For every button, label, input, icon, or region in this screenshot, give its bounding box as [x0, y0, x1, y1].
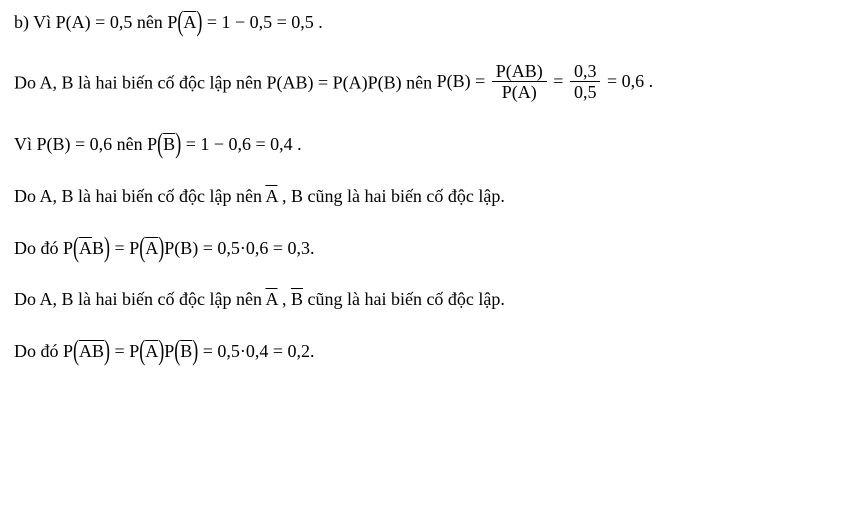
lparen-icon: ( — [174, 334, 180, 369]
line-pb-complement: Vì P(B) = 0,6 nên P(B) = 1 − 0,6 = 0,4 . — [14, 134, 829, 156]
rparen-icon: ) — [196, 5, 202, 40]
b-bar: B — [291, 289, 303, 309]
lparen-icon: ( — [73, 230, 79, 265]
line-pb-derivation: Do A, B là hai biến cố độc lập nên P(AB)… — [14, 64, 829, 105]
lparen-icon: ( — [177, 5, 183, 40]
eq: = — [110, 238, 129, 258]
text: Do A, B là hai biến cố độc lập nên — [14, 289, 265, 309]
a-bar: A — [145, 341, 158, 361]
rparen-icon: ) — [158, 334, 164, 369]
a-bar: A — [183, 12, 196, 32]
line-b-pa-complement: b) Vì P(A) = 0,5 nên P(A) = 1 − 0,5 = 0,… — [14, 12, 829, 34]
p-symbol: P — [63, 238, 73, 258]
eq: = — [471, 71, 490, 91]
b-bar: B — [180, 341, 192, 361]
a-bar: A — [79, 341, 92, 361]
text: = 0,5·0,4 = 0,2. — [198, 341, 314, 361]
line-p-abar-b: Do đó P(AB) = P(A)P(B) = 0,5·0,6 = 0,3. — [14, 238, 829, 260]
numerator: 0,3 — [570, 62, 601, 83]
text: = 1 − 0,6 = 0,4 . — [181, 134, 301, 154]
fraction-symbolic: P(AB) P(A) — [492, 62, 547, 103]
text: , B cũng là hai biến cố độc lập. — [277, 186, 504, 206]
eq: = — [110, 341, 129, 361]
rparen-icon: ) — [175, 127, 181, 162]
line-abar-bbar-independent: Do A, B là hai biến cố độc lập nên A , B… — [14, 289, 829, 311]
rparen-icon: ) — [104, 334, 110, 369]
text: Vì P(B) = 0,6 nên — [14, 134, 147, 154]
p-symbol: P — [129, 341, 139, 361]
text: = 0,5·0,6 = 0,3. — [198, 238, 314, 258]
b-bar: B — [92, 341, 104, 361]
denominator: 0,5 — [570, 82, 601, 102]
denominator: P(A) — [492, 82, 547, 102]
text: b) Vì P(A) = 0,5 nên — [14, 12, 167, 32]
rparen-icon: ) — [158, 230, 164, 265]
rparen-icon: ) — [104, 230, 110, 265]
a-bar: A — [79, 238, 92, 258]
p-symbol: P — [167, 12, 177, 32]
a-bar: A — [265, 289, 277, 309]
numerator: P(AB) — [492, 62, 547, 83]
p-symbol: P — [129, 238, 139, 258]
text: = 0,6 . — [602, 71, 653, 91]
eq: = — [549, 71, 568, 91]
lparen-icon: ( — [157, 127, 163, 162]
text: = 1 − 0,5 = 0,5 . — [202, 12, 322, 32]
text: cũng là hai biến cố độc lập. — [303, 289, 505, 309]
text: Do đó — [14, 238, 63, 258]
text: , — [277, 289, 291, 309]
b-bar: B — [163, 134, 175, 154]
text: Do đó — [14, 341, 63, 361]
text: Do A, B là hai biến cố độc lập nên — [14, 186, 265, 206]
rparen-icon: ) — [192, 334, 198, 369]
lparen-icon: ( — [139, 230, 145, 265]
p-symbol: P — [164, 341, 174, 361]
line-abar-b-independent: Do A, B là hai biến cố độc lập nên A , B… — [14, 186, 829, 208]
p-b: P(B) — [164, 238, 198, 258]
text: Do A, B là hai biến cố độc lập nên P(AB)… — [14, 72, 437, 92]
a-bar: A — [265, 186, 277, 206]
line-p-abar-bbar: Do đó P(AB) = P(A)P(B) = 0,5·0,4 = 0,2. — [14, 341, 829, 363]
pb-label: P(B) — [437, 71, 471, 91]
p-symbol: P — [63, 341, 73, 361]
a-bar: A — [145, 238, 158, 258]
b: B — [92, 238, 104, 258]
fraction-numeric: 0,3 0,5 — [570, 62, 601, 103]
p-symbol: P — [147, 134, 157, 154]
lparen-icon: ( — [139, 334, 145, 369]
lparen-icon: ( — [73, 334, 79, 369]
